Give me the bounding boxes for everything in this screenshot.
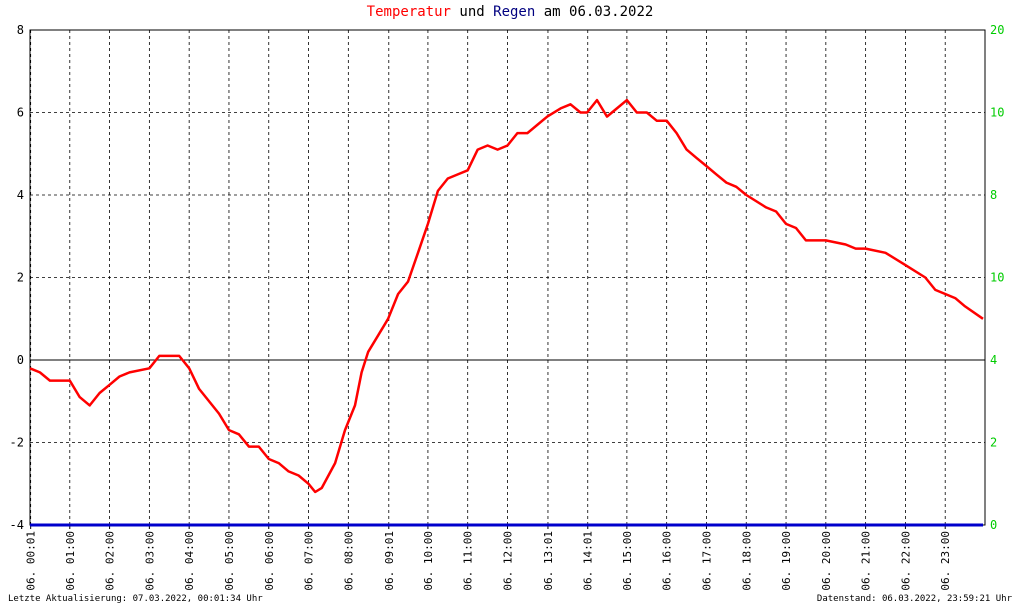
x-tick-label: 06. 17:00 [700, 531, 713, 591]
x-tick-label: 06. 11:00 [462, 531, 475, 591]
x-tick-label: 06. 07:00 [303, 531, 316, 591]
y2-tick-label: 0 [990, 518, 997, 532]
series-line [29, 98, 984, 494]
x-tick-label: 06. 15:00 [621, 531, 634, 591]
y2-tick-label: 4 [990, 353, 997, 367]
y2-tick-label: 20 [990, 23, 1004, 37]
x-tick-label: 06. 04:00 [183, 531, 196, 591]
x-tick-label: 06. 09:01 [383, 531, 396, 591]
y-tick-label: -4 [10, 518, 24, 532]
x-tick-label: 06. 03:00 [143, 531, 156, 591]
y-tick-label: 2 [17, 271, 24, 285]
chart-title: Temperatur und Regen am 06.03.2022 [367, 4, 654, 20]
footer-right: Datenstand: 06.03.2022, 23:59:21 Uhr [817, 594, 1013, 604]
x-tick-label: 06. 13:01 [542, 531, 555, 591]
y-tick-label: -2 [10, 436, 24, 450]
y2-tick-label: 8 [990, 188, 997, 202]
y-tick-label: 6 [17, 106, 24, 120]
x-tick-label: 06. 22:00 [899, 531, 912, 591]
x-tick-label: 06. 18:00 [740, 531, 753, 591]
x-tick-label: 06. 06:00 [263, 531, 276, 591]
x-tick-label: 06. 12:00 [502, 531, 515, 591]
title-part: Temperatur [367, 4, 451, 20]
y-tick-label: 8 [17, 23, 24, 37]
y2-tick-label: 10 [990, 271, 1004, 285]
x-tick-label: 06. 08:00 [342, 531, 355, 591]
x-tick-label: 06. 19:00 [780, 531, 793, 591]
x-tick-label: 06. 23:00 [939, 531, 952, 591]
y2-tick-label: 10 [990, 106, 1004, 120]
x-tick-label: 06. 00:01 [25, 531, 38, 591]
title-part: Regen [493, 4, 535, 20]
x-tick-label: 06. 16:00 [661, 531, 674, 591]
footer-left: Letzte Aktualisierung: 07.03.2022, 00:01… [8, 594, 263, 604]
y-tick-label: 0 [17, 353, 24, 367]
x-tick-label: 06. 20:00 [820, 531, 833, 591]
y-tick-label: 4 [17, 188, 24, 202]
x-tick-label: 06. 05:00 [223, 531, 236, 591]
x-tick-label: 06. 01:00 [64, 531, 77, 591]
x-tick-label: 06. 02:00 [104, 531, 117, 591]
title-part: am 06.03.2022 [544, 4, 654, 20]
y2-tick-label: 2 [990, 436, 997, 450]
x-tick-label: 06. 10:00 [422, 531, 435, 591]
title-part: und [459, 4, 484, 20]
x-tick-label: 06. 21:00 [860, 531, 873, 591]
x-tick-label: 06. 14:01 [582, 531, 595, 591]
